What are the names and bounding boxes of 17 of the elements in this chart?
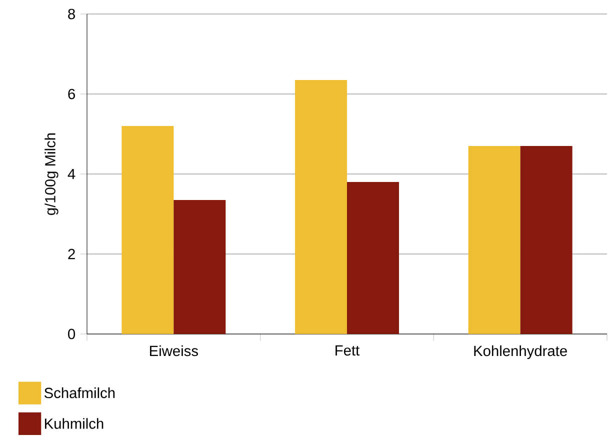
- bar: [468, 146, 520, 334]
- y-tick-label: 0: [68, 328, 76, 340]
- legend-label: Kuhmilch: [45, 418, 104, 429]
- bar: [174, 200, 226, 334]
- y-tick-label: 2: [68, 248, 75, 260]
- x-tick-label: Fett: [336, 345, 360, 356]
- y-tick-label: 4: [68, 168, 76, 180]
- legend-label: Schafmilch: [44, 387, 115, 398]
- bar: [294, 80, 347, 334]
- bar: [520, 146, 572, 334]
- x-tick-label: Eiweiss: [150, 345, 198, 356]
- bar: [122, 126, 174, 334]
- bar: [346, 182, 399, 334]
- y-axis-title: g/100g Milch: [44, 133, 58, 215]
- x-tick-label: Kohlenhydrate: [474, 345, 567, 360]
- y-tick-label: 8: [68, 8, 75, 20]
- y-tick-label: 6: [68, 88, 75, 100]
